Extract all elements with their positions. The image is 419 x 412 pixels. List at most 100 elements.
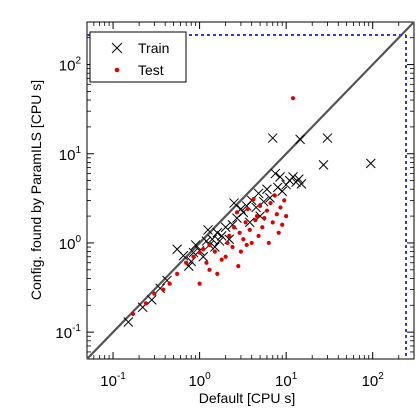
train-marker-stroke <box>178 250 189 261</box>
train-point <box>229 198 239 208</box>
train-marker-stroke <box>227 219 238 230</box>
train-marker-stroke <box>322 133 333 143</box>
y-tick-exponent: 0 <box>75 234 81 245</box>
legend: Train Test <box>89 31 187 83</box>
train-marker-stroke <box>216 231 227 241</box>
y-axis-label: Config. found by ParamILS [CPU s] <box>28 80 44 300</box>
y-tick-label: 101 <box>59 145 82 164</box>
x-tick-exponent: 1 <box>292 371 298 382</box>
test-point <box>227 233 232 238</box>
test-point <box>276 230 281 235</box>
train-marker-stroke <box>188 247 199 258</box>
train-marker-stroke <box>288 172 298 182</box>
test-point <box>266 240 271 246</box>
test-point <box>237 230 242 235</box>
train-marker-stroke <box>220 222 231 233</box>
test-point <box>143 301 149 306</box>
test-point <box>241 237 246 242</box>
test-point <box>236 264 241 269</box>
test-point <box>249 240 254 246</box>
train-marker-stroke <box>190 240 201 250</box>
test-point <box>152 291 157 296</box>
train-point <box>220 222 231 233</box>
y-tick-base: 10 <box>59 147 76 164</box>
test-point <box>268 200 273 206</box>
train-point <box>318 160 329 170</box>
train-point <box>267 133 278 143</box>
legend-train-label: Train <box>138 40 169 56</box>
test-point <box>197 250 202 255</box>
test-point <box>191 254 196 259</box>
cutoff-layer <box>87 34 407 359</box>
x-tick-base: 10 <box>275 373 292 390</box>
points-layer <box>123 96 376 327</box>
train-point <box>207 234 218 245</box>
train-marker-stroke <box>146 295 157 305</box>
y-tick-exponent: 1 <box>75 145 81 156</box>
test-point <box>278 205 283 210</box>
legend-test-label: Test <box>138 62 164 78</box>
train-point <box>188 247 199 258</box>
legend-train-x <box>111 42 123 54</box>
train-point <box>216 231 227 241</box>
test-point <box>243 220 248 225</box>
y-tick-base: 10 <box>55 325 72 342</box>
test-point <box>245 206 250 212</box>
y-tick-label: 10-1 <box>55 323 81 342</box>
test-point <box>184 260 189 265</box>
legend-test-dot <box>114 67 120 73</box>
diagonal-line <box>86 21 415 360</box>
train-point <box>288 172 298 182</box>
train-marker-stroke <box>172 244 182 255</box>
test-point <box>212 249 217 254</box>
test-point <box>225 240 230 246</box>
x-axis-label: Default [CPU s] <box>199 390 295 406</box>
train-point <box>232 213 242 223</box>
train-point <box>275 172 285 182</box>
test-point <box>254 214 260 219</box>
train-marker-stroke <box>155 283 165 294</box>
test-point <box>201 247 206 252</box>
test-point <box>167 281 172 286</box>
test-point <box>197 281 202 286</box>
x-tick-exponent: 0 <box>205 371 211 382</box>
test-point <box>258 203 263 209</box>
train-point <box>190 240 201 250</box>
test-point <box>256 233 261 238</box>
y-tick-label: 102 <box>59 56 82 75</box>
test-point <box>231 225 237 230</box>
train-marker-stroke <box>162 275 172 286</box>
legend-test-marker <box>114 67 120 73</box>
train-marker-stroke <box>293 174 304 184</box>
train-marker-stroke <box>267 133 278 143</box>
train-point <box>295 134 305 145</box>
test-point <box>247 227 252 233</box>
train-point <box>322 133 333 143</box>
test-point <box>238 249 243 254</box>
train-point <box>270 168 281 179</box>
test-point <box>244 242 249 248</box>
train-marker-stroke <box>209 242 220 252</box>
legend-box <box>89 31 187 83</box>
train-marker-stroke <box>123 317 134 327</box>
y-tick-base: 10 <box>59 236 76 253</box>
train-marker-stroke <box>203 225 213 235</box>
train-marker-stroke <box>214 236 225 246</box>
train-point <box>262 184 272 195</box>
y-tick-base: 10 <box>59 58 76 75</box>
x-tick-label: 101 <box>275 371 298 390</box>
train-point <box>293 174 304 184</box>
train-marker-stroke <box>232 213 242 223</box>
train-marker-stroke <box>365 158 376 169</box>
train-marker-stroke <box>229 198 239 208</box>
test-point <box>207 267 212 272</box>
train-point <box>296 178 307 189</box>
x-tick-label: 100 <box>188 371 211 390</box>
train-marker-stroke <box>111 42 123 54</box>
x-tick-base: 10 <box>188 373 205 390</box>
x-tick-base: 10 <box>362 373 379 390</box>
test-point <box>282 198 287 203</box>
train-point <box>365 158 376 169</box>
